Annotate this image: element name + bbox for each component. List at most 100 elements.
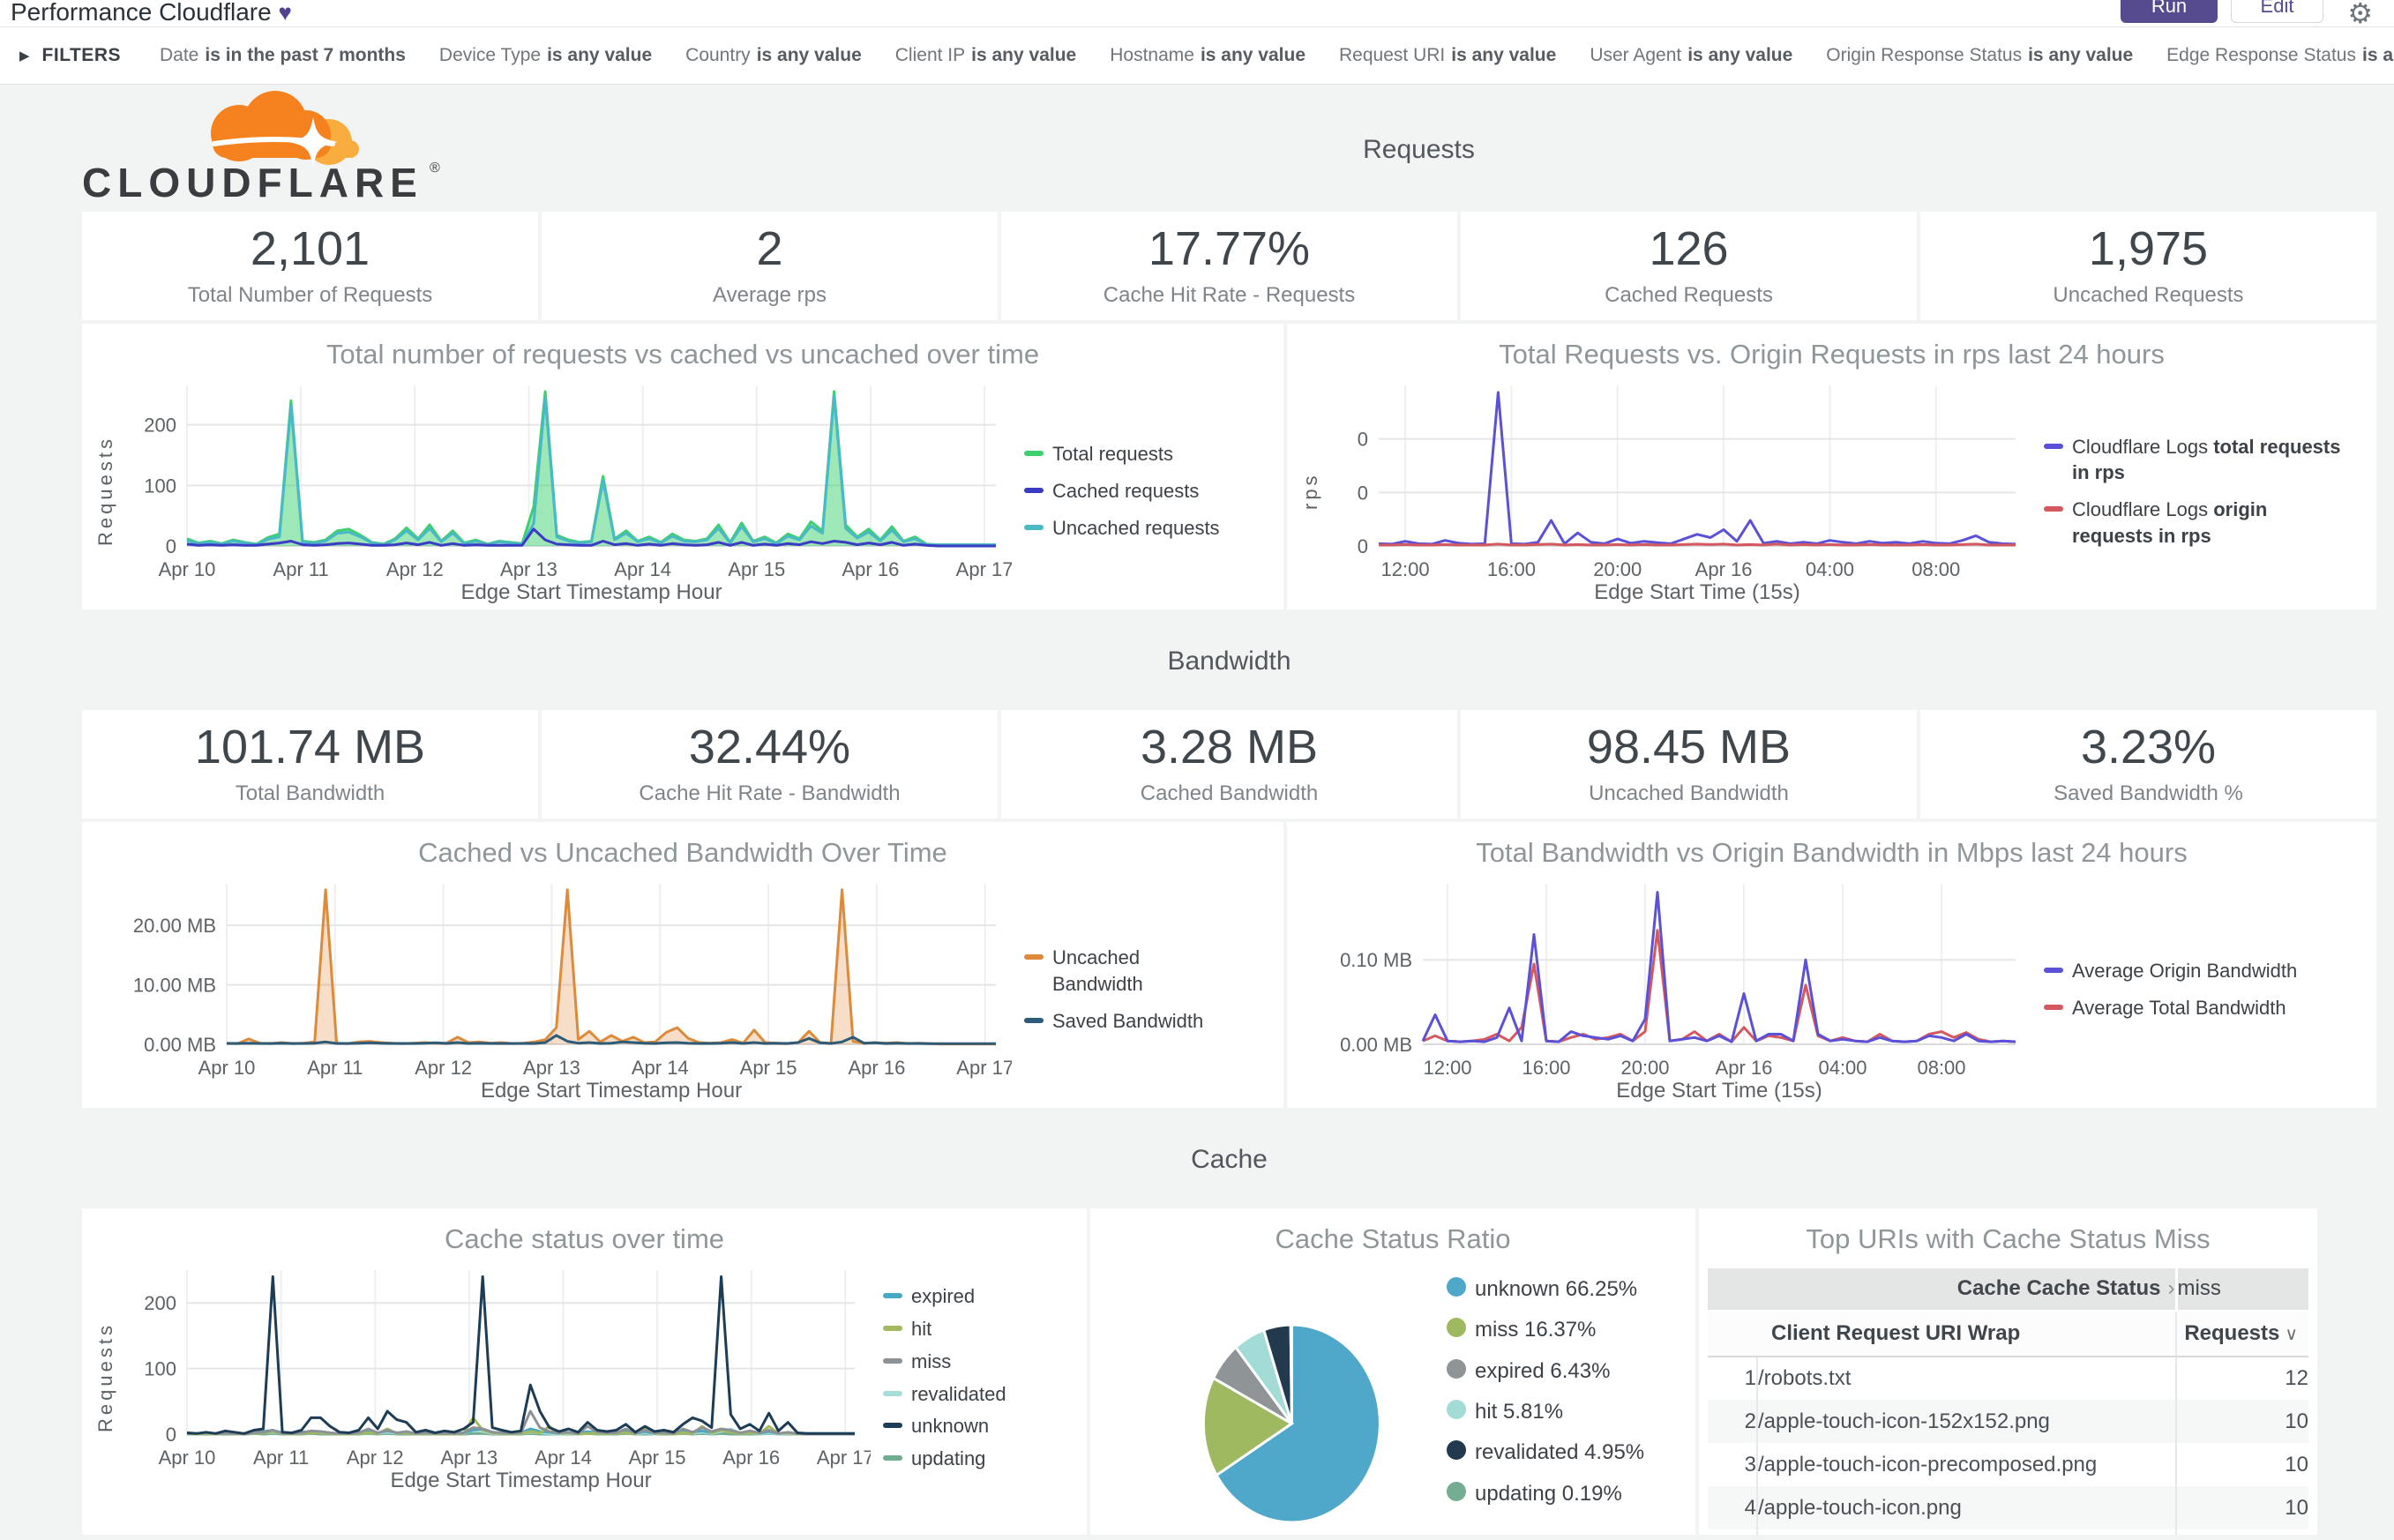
- run-button[interactable]: Run: [2121, 0, 2218, 23]
- legend-label: Average Origin Bandwidth: [2072, 960, 2298, 983]
- kpi-label: Uncached Requests: [2053, 282, 2244, 307]
- pie-legend: unknown 66.25% miss 16.37% expired 6.43% hi…: [1443, 1275, 1690, 1508]
- svg-text:0: 0: [166, 535, 176, 557]
- panel-bandwidth-over-time: Cached vs Uncached Bandwidth Over Time A…: [82, 822, 1283, 1108]
- svg-text:Apr 15: Apr 15: [629, 1447, 686, 1469]
- legend-swatch: [1447, 1276, 1466, 1297]
- filters-toggle[interactable]: ▶ FILTERS: [19, 45, 121, 66]
- svg-text:100: 100: [144, 475, 176, 497]
- svg-text:Apr 11: Apr 11: [273, 558, 329, 580]
- kpi-label: Cache Hit Rate - Bandwidth: [639, 781, 901, 805]
- filter-request-uri[interactable]: Request URI is any value: [1339, 45, 1557, 65]
- legend-label: revalidated 4.95%: [1475, 1440, 1645, 1465]
- legend-item[interactable]: Saved Bandwidth: [1024, 1008, 1232, 1035]
- kpi-label: Total Number of Requests: [187, 282, 433, 307]
- svg-text:200: 200: [144, 1292, 176, 1314]
- kpi-tile: 32.44% Cache Hit Rate - Bandwidth: [542, 710, 998, 819]
- kpi-tile: 2 Average rps: [542, 212, 998, 320]
- legend-label: hit: [911, 1318, 932, 1341]
- svg-text:Apr 16: Apr 16: [722, 1447, 780, 1469]
- uri-cell[interactable]: /apple-touch-icon-precomposed.png: [1758, 1452, 2098, 1476]
- legend-item[interactable]: Uncached requests: [1024, 515, 1232, 542]
- svg-text:Edge Start Timestamp Hour: Edge Start Timestamp Hour: [481, 1079, 742, 1103]
- legend-swatch: [1024, 451, 1044, 457]
- filter-client-ip[interactable]: Client IP is any value: [894, 45, 1077, 65]
- legend-item[interactable]: updating 0.19%: [1447, 1480, 1690, 1508]
- svg-text:Edge Start Time (15s): Edge Start Time (15s): [1594, 580, 1799, 604]
- uri-cell[interactable]: /apple-touch-icon.png: [1757, 1486, 2176, 1529]
- row-index: 2: [1708, 1400, 1758, 1443]
- uri-cell[interactable]: /robots.txt: [1758, 1366, 1852, 1390]
- section-heading-bandwidth: Bandwidth: [1167, 647, 1291, 676]
- cache-status-ratio-pie[interactable]: [1099, 1260, 1443, 1524]
- legend-item[interactable]: revalidated: [883, 1381, 1025, 1408]
- kpi-value: 98.45 MB: [1586, 721, 1792, 774]
- y-axis-title: [91, 871, 121, 1108]
- svg-text:Apr 12: Apr 12: [347, 1447, 404, 1469]
- filter-bar: ▶ FILTERS Date is in the past 7 months Dev…: [0, 27, 2394, 85]
- uri-column-header[interactable]: Client Request URI Wrap: [1757, 1311, 2176, 1357]
- pivot-header-cell[interactable]: Cache Cache Status ›: [1708, 1268, 2176, 1312]
- legend-item[interactable]: hit: [883, 1316, 1025, 1342]
- legend-item[interactable]: miss 16.37%: [1447, 1316, 1690, 1344]
- svg-text:04:00: 04:00: [1818, 1057, 1867, 1079]
- legend-swatch: [883, 1423, 902, 1429]
- filter-user-agent[interactable]: User Agent is any value: [1590, 45, 1793, 65]
- legend-item[interactable]: hit 5.81%: [1447, 1398, 1690, 1426]
- section-heading-requests: Requests: [1363, 135, 1475, 164]
- legend-item[interactable]: unknown: [883, 1413, 1025, 1439]
- pivot-value-cell: miss: [2174, 1268, 2308, 1312]
- legend-item[interactable]: Average Total Bandwidth: [2044, 995, 2331, 1021]
- kpi-row-bandwidth: 101.74 MB Total Bandwidth 32.44% Cache Hit …: [82, 710, 2376, 819]
- legend-item[interactable]: Cloudflare Logs origin requests in rps: [2044, 497, 2349, 549]
- table-row: 1/robots.txt 12: [1708, 1357, 2308, 1400]
- kpi-label: Saved Bandwidth %: [2054, 781, 2243, 805]
- svg-text:Apr 15: Apr 15: [740, 1057, 797, 1079]
- requests-column-header[interactable]: Requests ∨: [2175, 1311, 2308, 1357]
- kpi-label: Average rps: [713, 282, 827, 307]
- svg-text:0: 0: [1358, 482, 1368, 504]
- legend-item[interactable]: Cloudflare Logs total requests in rps: [2044, 434, 2349, 486]
- gear-icon[interactable]: ⚙: [2347, 0, 2373, 27]
- kpi-tile: 17.77% Cache Hit Rate - Requests: [1001, 212, 1457, 320]
- legend-swatch: [1024, 1017, 1044, 1023]
- legend-item[interactable]: Average Origin Bandwidth: [2044, 958, 2331, 984]
- legend-swatch: [883, 1454, 902, 1461]
- legend-item[interactable]: miss: [883, 1349, 1025, 1375]
- svg-text:200: 200: [144, 415, 176, 437]
- legend-item[interactable]: expired: [883, 1283, 1025, 1310]
- index-column-header: [1708, 1311, 1757, 1357]
- kpi-value: 101.74 MB: [194, 721, 426, 774]
- bandwidth-over-time-chart[interactable]: Apr 10 Apr 11 Apr 12 Apr 13 Apr 14 Apr 15 Apr …: [121, 871, 1012, 1108]
- uri-cell[interactable]: /apple-touch-icon-152x152.png: [1757, 1400, 2176, 1443]
- legend-label: expired: [911, 1285, 976, 1308]
- rps-24h-chart[interactable]: 12:00 16:00 20:00 Apr 16 04:00 08:00 0 0 0 Edge S…: [1326, 373, 2031, 609]
- svg-text:Apr 11: Apr 11: [307, 1057, 363, 1079]
- legend-item[interactable]: expired 6.43%: [1447, 1357, 1690, 1386]
- logo-row: CLOUDFLARE ® Requests: [82, 90, 2376, 208]
- legend-label: revalidated: [911, 1382, 1006, 1405]
- edit-button[interactable]: Edit: [2231, 0, 2323, 23]
- legend-item[interactable]: revalidated 4.95%: [1447, 1439, 1690, 1467]
- panel-rps-24h: Total Requests vs. Origin Requests in rp…: [1287, 324, 2376, 609]
- svg-text:0.00 MB: 0.00 MB: [1340, 1034, 1412, 1056]
- cache-status-chart[interactable]: Apr 10 Apr 11 Apr 12 Apr 13 Apr 14 Apr 15 Apr …: [121, 1258, 871, 1498]
- filter-country[interactable]: Country is any value: [685, 45, 862, 65]
- filter-hostname[interactable]: Hostname is any value: [1110, 45, 1306, 65]
- legend-item[interactable]: unknown 66.25%: [1447, 1275, 1690, 1304]
- legend-item[interactable]: Cached requests: [1024, 478, 1232, 505]
- bandwidth-24h-chart[interactable]: 12:00 16:00 20:00 Apr 16 04:00 08:00 0.00 MB 0.…: [1326, 871, 2031, 1108]
- heart-icon: ♥: [278, 0, 292, 26]
- filter-origin-response-status[interactable]: Origin Response Status is any value: [1826, 45, 2134, 65]
- legend-item[interactable]: Total requests: [1024, 441, 1232, 467]
- uri-cell[interactable]: /: [1757, 1529, 2176, 1535]
- legend-swatch: [1024, 524, 1044, 530]
- filter-date[interactable]: Date is in the past 7 months: [160, 45, 406, 65]
- legend-item[interactable]: Uncached Bandwidth: [1024, 945, 1232, 997]
- requests-over-time-chart[interactable]: Apr 10 Apr 11 Apr 12 Apr 13 Apr 14 Apr 15 Apr …: [121, 373, 1012, 609]
- filter-device-type[interactable]: Device Type is any value: [438, 45, 653, 65]
- legend-item[interactable]: updating: [883, 1446, 1025, 1472]
- legend-swatch: [1447, 1400, 1466, 1419]
- y-axis-title: rps: [1299, 472, 1321, 511]
